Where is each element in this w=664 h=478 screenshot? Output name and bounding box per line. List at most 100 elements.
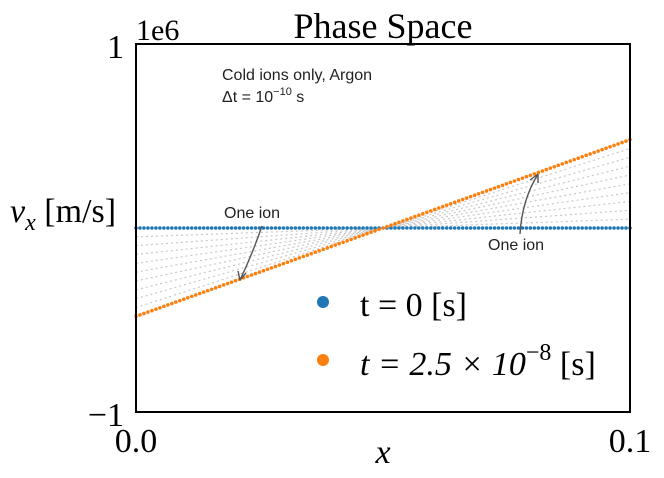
series-1-point bbox=[413, 214, 417, 219]
series-0-point bbox=[281, 226, 286, 230]
series-0-point bbox=[405, 226, 409, 230]
annotation-arrow-right bbox=[519, 173, 539, 235]
series-1-point bbox=[552, 164, 557, 169]
series-1-point bbox=[305, 253, 310, 257]
series-0-point bbox=[185, 226, 190, 230]
series-0-point bbox=[440, 226, 445, 230]
series-0-point bbox=[476, 226, 481, 230]
series-0-point bbox=[492, 226, 497, 230]
series-1-point bbox=[273, 264, 278, 269]
series-1-point bbox=[373, 229, 377, 233]
series-0-point bbox=[409, 226, 413, 230]
series-1-point bbox=[596, 149, 600, 153]
series-1-point bbox=[576, 156, 581, 160]
series-1-point bbox=[197, 291, 202, 296]
series-0-point bbox=[353, 226, 357, 230]
background-trajectory bbox=[135, 174, 631, 282]
legend-label-t1: t = 2.5 × 10−8 [s] bbox=[360, 340, 596, 383]
series-0-point bbox=[293, 226, 298, 230]
series-1-point bbox=[217, 284, 222, 289]
annotation-timestep-prefix: Δt = 10 bbox=[222, 89, 273, 106]
series-0-point bbox=[233, 226, 238, 230]
series-1-point bbox=[616, 142, 620, 146]
series-1-point bbox=[285, 260, 290, 264]
series-0-point bbox=[261, 226, 266, 230]
series-1-point bbox=[166, 303, 170, 307]
legend-label-t1-suffix: [s] bbox=[551, 346, 595, 383]
series-0-point bbox=[552, 226, 557, 230]
series-0-point bbox=[273, 226, 278, 230]
series-0-point bbox=[516, 226, 521, 230]
y-axis-label-main: v bbox=[10, 193, 26, 230]
series-0-point bbox=[421, 226, 425, 230]
series-1-point bbox=[309, 251, 314, 256]
series-1-point bbox=[524, 174, 529, 179]
series-1-point bbox=[381, 226, 385, 230]
series-1-point bbox=[333, 243, 337, 247]
series-1-point bbox=[472, 193, 477, 198]
series-0-point bbox=[197, 226, 202, 230]
series-0-point bbox=[301, 226, 306, 230]
series-1-point bbox=[142, 311, 146, 316]
series-1-point bbox=[225, 281, 230, 286]
series-1-point bbox=[393, 221, 397, 226]
series-0-point bbox=[508, 226, 513, 230]
series-0-point bbox=[612, 226, 616, 230]
series-1-point bbox=[604, 146, 608, 151]
series-0-point bbox=[456, 226, 461, 230]
series-1-point bbox=[193, 293, 198, 297]
series-0-point bbox=[209, 226, 214, 230]
series-0-point bbox=[297, 226, 302, 230]
series-1-point bbox=[421, 211, 425, 216]
annotation-arrow-left bbox=[239, 225, 263, 281]
series-1-point bbox=[253, 271, 258, 276]
series-1-point bbox=[313, 250, 318, 255]
series-0-point bbox=[369, 226, 373, 230]
series-1-point bbox=[138, 313, 142, 317]
series-1-point bbox=[221, 283, 226, 287]
series-1-point bbox=[365, 231, 369, 236]
series-0-point bbox=[568, 226, 573, 230]
series-1-point bbox=[185, 296, 190, 300]
series-1-point bbox=[592, 150, 596, 155]
background-trajectory bbox=[135, 218, 631, 238]
annotation-arrowhead-left bbox=[237, 270, 247, 281]
series-1-point bbox=[516, 177, 521, 182]
series-0-point bbox=[600, 226, 604, 230]
series-0-point bbox=[444, 226, 449, 230]
series-1-point bbox=[488, 187, 493, 192]
series-0-point bbox=[265, 226, 270, 230]
series-0-point bbox=[608, 226, 612, 230]
series-0-point bbox=[269, 226, 274, 230]
series-1-point bbox=[265, 267, 270, 272]
series-0-point bbox=[448, 226, 453, 230]
series-1-point bbox=[209, 287, 214, 292]
series-1-point bbox=[440, 204, 445, 209]
series-1-point bbox=[189, 294, 194, 299]
series-1-point bbox=[492, 186, 497, 190]
series-1-point bbox=[532, 172, 537, 176]
series-1-point bbox=[229, 280, 234, 284]
series-0-point bbox=[413, 226, 417, 230]
series-0-point bbox=[221, 226, 226, 230]
series-1-point bbox=[444, 203, 449, 208]
series-0-point bbox=[158, 226, 162, 230]
series-1-point bbox=[560, 162, 565, 166]
series-1-point bbox=[329, 244, 334, 249]
series-0-point bbox=[361, 226, 365, 230]
series-0-point bbox=[548, 226, 553, 230]
series-1-point bbox=[612, 143, 616, 148]
series-0-point bbox=[237, 226, 242, 230]
plot-frame bbox=[135, 43, 631, 413]
series-0-point bbox=[325, 226, 330, 230]
series-1-point bbox=[584, 153, 588, 158]
series-0-point bbox=[588, 226, 592, 230]
y-axis-label: vx [m/s] bbox=[10, 193, 116, 236]
series-0-point bbox=[253, 226, 258, 230]
series-0-point bbox=[341, 226, 345, 230]
series-1-point bbox=[261, 268, 266, 273]
series-1-point bbox=[512, 179, 517, 183]
background-trajectory bbox=[135, 147, 631, 309]
series-0-point bbox=[389, 226, 393, 230]
series-0-point bbox=[532, 226, 537, 230]
